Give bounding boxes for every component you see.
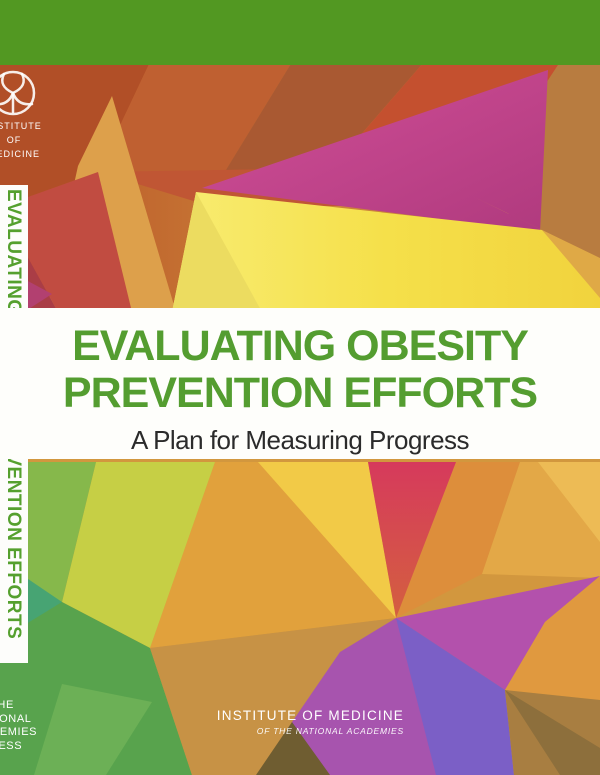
book-subtitle: A Plan for Measuring Progress	[130, 425, 470, 455]
publisher-imprint: INSTITUTE OF MEDICINE OF THE NATIONAL AC…	[204, 708, 404, 736]
nap-logo-text-line: NATIONAL	[0, 712, 32, 725]
iom-logo-text-line: MEDICINE	[0, 149, 40, 159]
iom-logo-text: INSTITUTE OF MEDICINE	[0, 119, 74, 161]
iom-logo-icon	[0, 70, 36, 116]
nap-logo-text-line: PRESS	[0, 739, 23, 752]
nap-logo-text-line: ACADEMIES	[0, 726, 38, 738]
book-title-line-1: EVALUATING OBESITY	[72, 322, 529, 370]
publisher-tagline: OF THE NATIONAL ACADEMIES	[256, 726, 404, 736]
iom-logo-text-line: OF	[6, 135, 22, 145]
book-title-line-2: PREVENTION EFFORTS	[62, 369, 538, 417]
iom-logo-text-line: INSTITUTE	[0, 121, 42, 131]
nap-logo-text-line: THE	[0, 699, 14, 711]
nap-logo-text: THE NATIONAL ACADEMIES PRESS	[0, 699, 62, 753]
top-banner	[0, 0, 600, 65]
title-band: EVALUATING OBESITY PREVENTION EFFORTS A …	[0, 308, 600, 459]
publisher-name: INSTITUTE OF MEDICINE	[216, 708, 404, 723]
